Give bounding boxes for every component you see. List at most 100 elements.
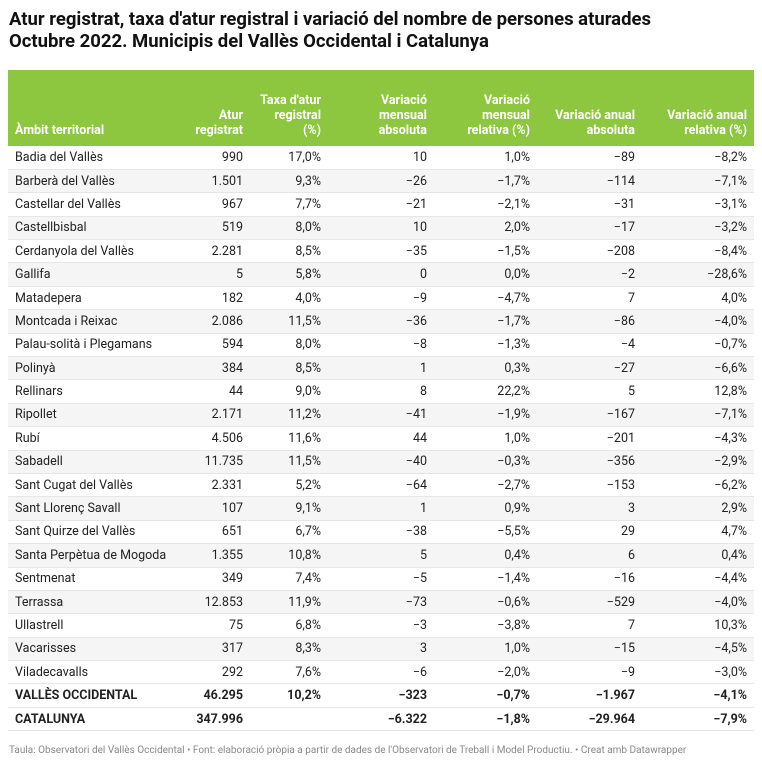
table-cell: −0,7% [642,333,754,358]
table-cell: 8,0% [250,333,328,358]
table-cell: Ripollet [8,403,170,428]
table-cell: 11.735 [170,450,250,474]
table-cell: 10 [328,216,434,241]
table-cell: 7 [537,613,642,638]
table-cell: Sant Cugat del Vallès [8,473,170,498]
table-cell: 2.171 [170,403,250,428]
table-row: Rellinars 44 9,0% 8 22,2% 5 12,8% [8,379,754,404]
table-cell: 3 [537,496,642,521]
table-cell: −8,2% [642,146,754,170]
table-cell: 12,8% [642,379,754,404]
table-cell: −5 [328,567,434,591]
table-cell: 29 [537,520,642,545]
table-cell: −0,6% [434,590,537,615]
table-row: Castellbisbal 519 8,0% 10 2,0% −17 −3,2% [8,216,754,241]
column-header: Àmbit territorial [8,70,170,146]
table-cell: −4,0% [642,309,754,334]
table-cell: 11,6% [250,426,328,451]
table-cell: 8 [328,379,434,404]
table-cell: −73 [328,590,434,615]
table-cell: −1,8% [434,707,537,732]
table-cell: −31 [537,192,642,217]
table-cell: 11,5% [250,450,328,474]
table-cell: Santa Perpètua de Mogoda [8,543,170,568]
title-block: Atur registrat, taxa d'atur registral i … [9,8,754,52]
table-cell: 594 [170,333,250,358]
table-cell: −3,2% [642,216,754,241]
table-cell: Castellbisbal [8,216,170,241]
table-cell: −2,0% [434,660,537,685]
table-cell: 5,8% [250,262,328,287]
table-cell: 1.355 [170,543,250,568]
table-row: Polinyà 384 8,5% 1 0,3% −27 −6,6% [8,356,754,381]
table-row: Gallifa 5 5,8% 0 0,0% −2 −28,6% [8,262,754,287]
table-cell: −3,8% [434,613,537,638]
table-cell: −1,9% [434,403,537,428]
table-cell: Castellar del Vallès [8,192,170,217]
table-row: Vacarisses 317 8,3% 3 1,0% −15 −4,5% [8,637,754,662]
table-cell: 0 [328,262,434,287]
table-cell: −208 [537,239,642,264]
table-cell: 1,0% [434,637,537,662]
table-row: Viladecavalls 292 7,6% −6 −2,0% −9 −3,0% [8,660,754,685]
table-cell: −4,5% [642,637,754,662]
table-cell: −35 [328,239,434,264]
table-cell: −4 [537,333,642,358]
table-cell: 2.281 [170,239,250,264]
table-cell: 9,3% [250,169,328,194]
table-row: Barberà del Vallès 1.501 9,3% −26 −1,7% −114−… [8,169,754,194]
table-cell: −86 [537,309,642,334]
table-row: Sant Quirze del Vallès 651 6,7% −38 −5,5% 29 4… [8,520,754,545]
table-cell: −6.322 [328,707,434,732]
table-cell: 317 [170,637,250,662]
table-cell: −0,7% [434,683,537,708]
table-cell: 11,5% [250,309,328,334]
table-cell: −8,4% [642,239,754,264]
table-row: Santa Perpètua de Mogoda 1.355 10,8% 5 0,4% 6… [8,543,754,568]
table-cell: 2,0% [434,216,537,241]
table-cell: 1,0% [434,146,537,170]
table-cell: CATALUNYA [8,707,170,732]
table-cell: 12.853 [170,590,250,615]
table-cell: −26 [328,169,434,194]
table-cell: −3,0% [642,660,754,685]
table-cell: 10,3% [642,613,754,638]
table-cell: 10,2% [250,683,328,708]
title: Atur registrat, taxa d'atur registral i … [9,8,651,30]
table-row: Badia del Vallès 990 17,0% 10 1,0% −89 −8,2% [8,146,754,170]
table-cell: Palau-solità i Plegamans [8,333,170,358]
table-cell: 5,2% [250,473,328,498]
table-cell: 9,0% [250,379,328,404]
table-cell: 1 [328,356,434,381]
table-cell: 4.506 [170,426,250,451]
table-cell: Rubí [8,426,170,451]
table-cell: 22,2% [434,379,537,404]
table-row: Montcada i Reixac 2.086 11,5% −36 −1,7% −86 −4… [8,309,754,334]
table-cell: −17 [537,216,642,241]
table-cell: 2.331 [170,473,250,498]
table-cell: 17,0% [250,146,328,170]
table-cell: −41 [328,403,434,428]
table-cell: −21 [328,192,434,217]
table-row: Terrassa 12.853 11,9% −73 −0,6% −529 −4,0% [8,590,754,615]
table-cell: 5 [170,262,250,287]
table-cell: −4,3% [642,426,754,451]
table-cell: 11,2% [250,403,328,428]
table-cell: 4,0% [642,286,754,311]
table-cell: −0,3% [434,450,537,474]
table-cell: −4,0% [642,590,754,615]
total-row: CATALUNYA 347.996 −6.322 −1,8% −29.964 −7,9% [8,707,754,732]
table-cell: 7,4% [250,567,328,591]
table-cell: −64 [328,473,434,498]
table-cell: 10 [328,146,434,170]
table-cell: VALLÈS OCCIDENTAL [8,683,170,708]
table-cell: −27 [537,356,642,381]
data-table: Àmbit territorial Atur registrat Taxa d'at… [8,70,754,732]
table-cell: 1 [328,496,434,521]
column-header: Atur registrat [170,70,250,146]
table-cell: 2,9% [642,496,754,521]
table-cell: 0,0% [434,262,537,287]
column-header: Variació anual relativa (%) [642,70,754,146]
table-cell: −2,1% [434,192,537,217]
